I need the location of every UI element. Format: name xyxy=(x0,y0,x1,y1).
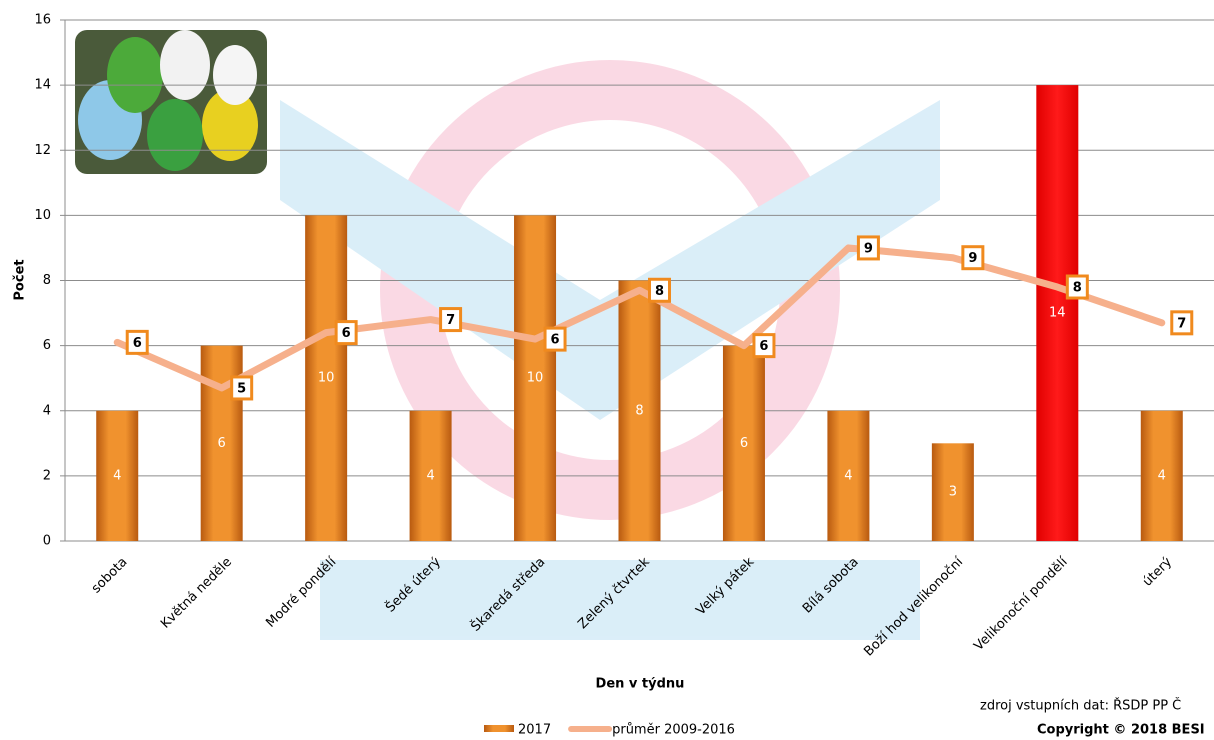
bar-value-label: 6 xyxy=(740,436,748,451)
bar-value-label: 3 xyxy=(949,485,957,500)
label-box xyxy=(1065,274,1089,300)
label-box xyxy=(125,329,149,355)
line-value-label: 8 xyxy=(1073,281,1082,296)
bar xyxy=(722,345,765,541)
line-value-label: 6 xyxy=(551,333,560,348)
bar-value-label: 8 xyxy=(635,403,643,418)
bar xyxy=(1140,410,1183,541)
x-tick-label: Květná neděle xyxy=(158,555,235,632)
bar xyxy=(618,280,661,541)
y-tick-label: 2 xyxy=(43,468,51,483)
bar xyxy=(409,410,452,541)
x-axis-label: Den v týdnu xyxy=(596,677,685,692)
watermark xyxy=(280,60,940,640)
line-value-label: 7 xyxy=(446,313,455,328)
label-box xyxy=(856,235,880,261)
y-tick-label: 10 xyxy=(34,208,51,223)
line-value-label: 6 xyxy=(342,326,351,341)
line-value-label: 9 xyxy=(864,241,873,256)
y-tick-label: 6 xyxy=(43,338,51,353)
bar xyxy=(1036,85,1079,541)
line-value-label: 6 xyxy=(133,336,142,351)
bar-value-label: 4 xyxy=(844,468,852,483)
line xyxy=(113,244,1166,392)
bar-value-label: 10 xyxy=(527,371,544,386)
x-tick-label: sobota xyxy=(89,555,131,597)
label-box xyxy=(961,245,985,271)
y-tick-label: 4 xyxy=(43,403,51,418)
legend-label: 2017 xyxy=(518,723,551,738)
y-tick-label: 8 xyxy=(43,273,51,288)
bar xyxy=(514,215,557,541)
label-box xyxy=(230,375,254,401)
label-box xyxy=(752,333,776,359)
bar xyxy=(305,215,348,541)
bar xyxy=(96,410,139,541)
line-value-label: 5 xyxy=(237,381,246,396)
legend-label: průměr 2009-2016 xyxy=(612,723,735,738)
y-tick-label: 14 xyxy=(34,78,51,93)
x-tick-label: Velikonoční pondělí xyxy=(971,554,1071,654)
bar-value-label: 10 xyxy=(318,371,335,386)
label-box xyxy=(1170,310,1194,336)
x-tick-label: úterý xyxy=(1140,554,1175,589)
line-value-label: 9 xyxy=(968,251,977,266)
line-value-label: 7 xyxy=(1177,316,1186,331)
y-tick-label: 12 xyxy=(34,143,51,158)
bar-value-label: 4 xyxy=(426,468,434,483)
bar xyxy=(827,410,870,541)
legend-swatch xyxy=(484,725,514,732)
y-tick-label: 0 xyxy=(43,534,51,549)
photo xyxy=(75,30,267,174)
y-axis-label: Počet xyxy=(13,259,28,300)
label-box xyxy=(543,326,567,352)
line-value-label: 8 xyxy=(655,284,664,299)
bar-value-label: 6 xyxy=(218,436,226,451)
label-box xyxy=(439,307,463,333)
bar-value-label: 14 xyxy=(1049,306,1066,321)
annotation: zdroj vstupních dat: ŘSDP PP Č xyxy=(980,698,1181,714)
annotation: Copyright © 2018 BESI xyxy=(1037,723,1205,738)
bar xyxy=(931,443,974,541)
y-tick-label: 16 xyxy=(34,13,51,28)
line-value-label: 6 xyxy=(759,339,768,354)
bar-value-label: 4 xyxy=(113,468,121,483)
bar-value-label: 4 xyxy=(1158,468,1166,483)
label-box xyxy=(334,320,358,346)
label-box xyxy=(648,277,671,303)
